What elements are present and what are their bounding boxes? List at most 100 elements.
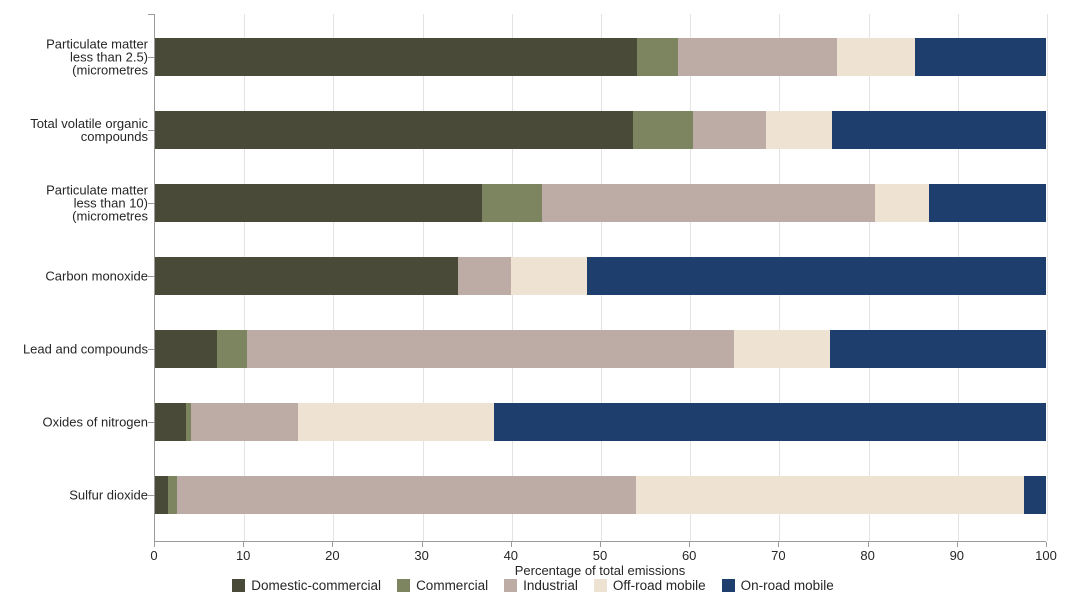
legend-label: Off-road mobile	[612, 578, 706, 593]
legend-label: Commercial	[416, 578, 489, 593]
x-axis-tick	[1046, 542, 1047, 547]
x-axis-tick	[778, 542, 780, 547]
y-axis-category-label-line: (micrometres	[72, 62, 148, 78]
bar-row	[155, 37, 1046, 76]
y-axis-category-label: Total volatile organic compounds	[2, 117, 148, 143]
bar-segment	[874, 183, 930, 222]
y-axis-end-tick	[148, 14, 154, 15]
y-axis-category-label: Lead and compounds	[2, 343, 148, 356]
bar-segment	[587, 257, 1046, 295]
y-axis-category-label: Particulate matter less than 2.5) (microme…	[2, 37, 148, 76]
plot-area	[154, 14, 1048, 542]
bar-row	[155, 257, 1046, 295]
y-axis-tick	[148, 202, 154, 204]
bar-segment	[457, 257, 512, 295]
x-axis-tick	[510, 542, 512, 547]
y-axis-tick	[148, 276, 154, 277]
x-axis-tick-label: 0	[150, 548, 158, 563]
y-axis-category-label-line: less than 10)	[73, 195, 148, 211]
y-axis-category-label-line: Lead and compounds	[22, 341, 148, 357]
bar-segment	[766, 110, 833, 149]
bar-segment	[734, 330, 831, 369]
y-axis-category-label: Particulate matter less than 10) (micromet…	[2, 183, 148, 222]
legend-item: On-road mobile	[721, 578, 834, 593]
bar-segment	[836, 37, 915, 76]
y-axis-category-label: Sulfur dioxide	[2, 489, 148, 502]
bar-segment	[636, 476, 1024, 515]
y-axis-category-label: Carbon monoxide	[2, 270, 148, 283]
x-axis-tick	[332, 542, 334, 547]
y-axis-category-label-line: Carbon monoxide	[45, 268, 148, 284]
bar-segment	[297, 403, 494, 442]
bar-segment	[190, 403, 298, 442]
bar-segment	[155, 330, 218, 369]
bar-segment	[186, 403, 191, 442]
y-axis-category-label-line: Oxides of nitrogen	[42, 414, 148, 430]
bar-segment	[168, 476, 178, 515]
x-axis-tick	[689, 542, 691, 547]
bar-segment	[177, 476, 637, 515]
legend-swatch	[397, 579, 411, 592]
x-axis-tick	[600, 542, 601, 547]
bar-segment	[915, 37, 1046, 76]
legend-swatch	[593, 579, 607, 592]
x-axis-tick-label: 50	[592, 548, 608, 563]
bar-segment	[246, 330, 735, 369]
legend-label: On-road mobile	[740, 578, 834, 593]
bars-layer	[155, 20, 1046, 532]
y-axis-category-label-line: compounds	[80, 128, 148, 144]
legend-swatch	[504, 579, 518, 592]
bar-segment	[511, 257, 588, 295]
x-axis-tick-label: 10	[235, 548, 251, 563]
gridline	[1047, 14, 1048, 541]
legend-item: Domestic-commercial	[232, 578, 381, 593]
bar-segment	[493, 403, 1046, 442]
x-axis-tick-label: 90	[949, 548, 965, 563]
y-axis-category-label-line: Particulate matter	[46, 36, 148, 52]
bar-segment	[217, 330, 247, 369]
bar-segment	[481, 183, 542, 222]
legend-swatch	[232, 579, 246, 592]
bar-segment	[632, 110, 694, 149]
bar-segment	[155, 476, 169, 515]
y-axis-tick	[148, 129, 154, 131]
y-axis-category-label-line: (micrometres	[72, 208, 148, 224]
y-axis-tick	[148, 56, 154, 58]
legend-label: Domestic-commercial	[251, 578, 382, 593]
bar-segment	[155, 110, 633, 149]
bar-segment	[1023, 476, 1046, 515]
x-axis-tick-label: 80	[860, 548, 875, 563]
y-axis-tick	[148, 349, 154, 351]
bar-segment	[678, 37, 837, 76]
legend-item: Commercial	[397, 578, 488, 593]
x-axis-tick-label: 30	[414, 548, 429, 563]
bar-segment	[830, 330, 1046, 369]
bar-row	[155, 403, 1046, 442]
bar-segment	[637, 37, 678, 76]
x-axis-tick-label: 100	[1035, 548, 1057, 563]
legend-item: Off-road mobile	[593, 578, 706, 593]
chart-legend: Domestic-commercial Commercial Industrial O…	[0, 578, 1066, 593]
y-axis-category-label-line: Total volatile organic	[30, 115, 148, 131]
x-axis-tick	[956, 542, 958, 547]
bar-segment	[832, 110, 1046, 149]
y-axis-tick	[148, 422, 154, 424]
y-axis-category-label-line: Sulfur dioxide	[69, 487, 148, 503]
bar-segment	[155, 183, 482, 222]
legend-label: Industrial	[523, 578, 578, 593]
x-axis-tick-label: 20	[325, 548, 340, 563]
legend-item: Industrial	[504, 578, 578, 593]
x-axis-tick-label: 70	[771, 548, 786, 563]
bar-row	[155, 476, 1046, 515]
bar-row	[155, 330, 1046, 369]
bar-segment	[155, 403, 187, 442]
x-axis-tick-label: 40	[503, 548, 519, 563]
y-axis-category-label-line: Particulate matter	[46, 182, 148, 198]
legend-swatch	[721, 579, 735, 592]
x-axis-tick	[867, 542, 869, 547]
x-axis-tick	[243, 542, 245, 547]
y-axis-tick	[148, 495, 154, 497]
x-axis-title: Percentage of total emissions	[514, 563, 686, 578]
bar-row	[155, 183, 1046, 222]
x-axis-tick	[421, 542, 423, 547]
